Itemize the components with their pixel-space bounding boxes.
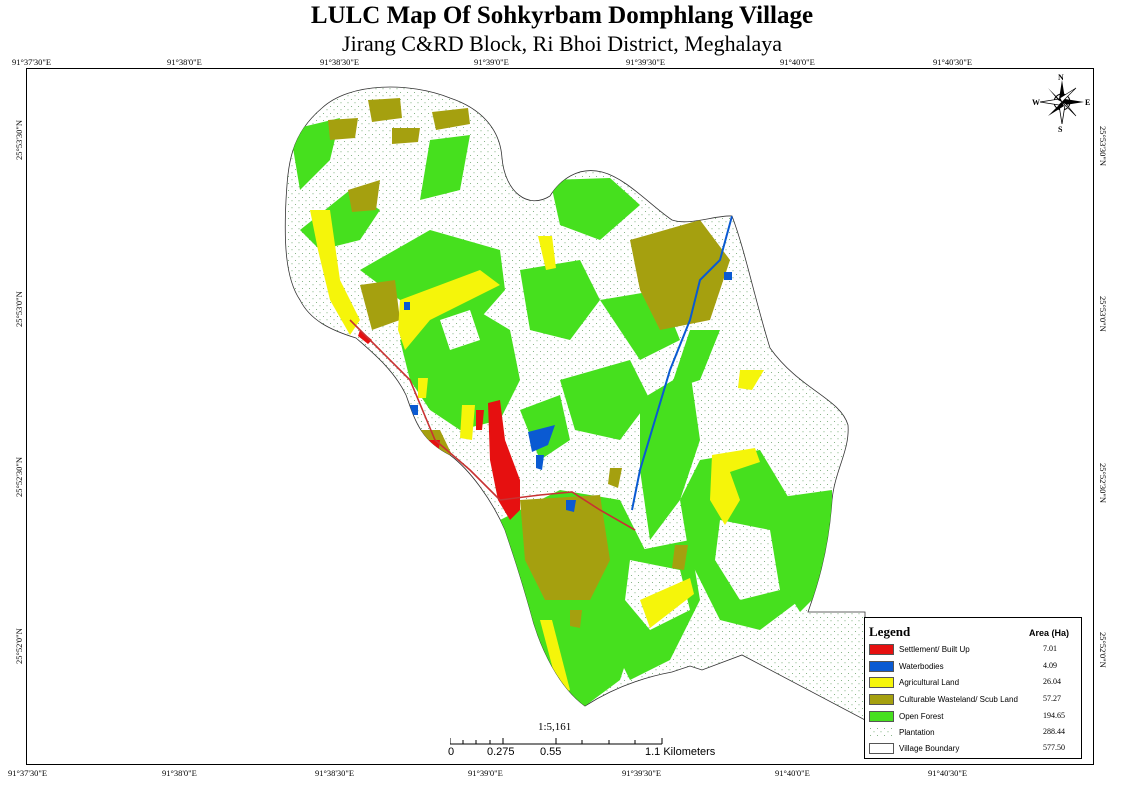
scale-tick-label: 0	[448, 746, 455, 758]
bottom-lon-label: 91°38'30"E	[315, 768, 355, 778]
scale-tick-label: 0.275	[487, 746, 515, 758]
legend-item: Open Forest 194.65	[869, 711, 1079, 723]
legend-item-area: 194.65	[1043, 711, 1065, 720]
compass-n: N	[1058, 73, 1064, 82]
legend-item-area: 7.01	[1043, 644, 1057, 653]
bottom-lon-label: 91°38'0"E	[162, 768, 197, 778]
top-lon-label: 91°40'0"E	[780, 57, 815, 67]
compass-s: S	[1058, 125, 1063, 132]
legend-area-heading: Area (Ha)	[1029, 628, 1070, 638]
legend-item-label: Agricultural Land	[899, 678, 960, 687]
waterbody-areas	[404, 272, 732, 512]
top-lon-label: 91°38'30"E	[320, 57, 360, 67]
scale-ratio: 1:5,161	[538, 721, 572, 733]
map-legend: Legend Area (Ha) Settlement/ Built Up 7.…	[864, 617, 1082, 759]
agricultural-swatch	[869, 677, 894, 688]
waterbodies-swatch	[869, 661, 894, 672]
legend-heading: Legend	[869, 624, 911, 639]
legend-item-area: 577.50	[1043, 743, 1065, 752]
top-lon-label: 91°39'30"E	[626, 57, 666, 67]
top-lon-label: 91°37'30"E	[12, 57, 52, 67]
north-arrow-compass-icon: N S E W	[1032, 73, 1090, 132]
legend-item-area: 288.44	[1043, 727, 1065, 736]
legend-item-label: Waterbodies	[899, 662, 944, 671]
top-lon-label: 91°39'0"E	[474, 57, 509, 67]
scale-tick-label: 0.55	[540, 746, 562, 758]
compass-w: W	[1032, 98, 1040, 107]
map-title: LULC Map Of Sohkyrbam Domphlang Village	[310, 2, 814, 29]
bottom-lon-label: 91°40'0"E	[775, 768, 810, 778]
scale-tick-label: 1.1 Kilometers	[645, 746, 716, 758]
bottom-lon-label: 91°40'30"E	[928, 768, 968, 778]
legend-item-label: Plantation	[899, 728, 935, 737]
legend-item-label: Settlement/ Built Up	[899, 645, 970, 654]
bottom-lon-label: 91°37'30"E	[8, 768, 48, 778]
legend-item-area: 4.09	[1043, 661, 1057, 670]
village-boundary-swatch	[869, 743, 894, 754]
road-line	[349, 319, 636, 531]
map-frame	[26, 68, 1094, 765]
river-line	[631, 215, 733, 511]
scale-bar-graphic	[450, 738, 663, 745]
bottom-lon-label: 91°39'0"E	[468, 768, 503, 778]
scale-bar: 1:5,161 0 0.275 0.55 1.1 Kilometers	[440, 721, 740, 761]
settlement-swatch	[869, 644, 894, 655]
open-forest-swatch	[869, 711, 894, 722]
legend-item: Settlement/ Built Up 7.01	[869, 644, 1079, 656]
legend-item-area: 57.27	[1043, 694, 1061, 703]
legend-item-label: Village Boundary	[899, 744, 960, 753]
bottom-lon-label: 91°39'30"E	[622, 768, 662, 778]
agricultural-land-areas	[310, 210, 764, 696]
map-subtitle: Jirang C&RD Block, Ri Bhoi District, Meg…	[342, 31, 782, 56]
legend-item: Village Boundary 577.50	[869, 743, 1079, 755]
legend-item-label: Open Forest	[899, 712, 944, 721]
top-lon-label: 91°40'30"E	[933, 57, 973, 67]
legend-item: Culturable Wasteland/ Scub Land 57.27	[869, 694, 1079, 706]
legend-item: Agricultural Land 26.04	[869, 677, 1079, 689]
legend-item-area: 26.04	[1043, 677, 1061, 686]
legend-item: Waterbodies 4.09	[869, 661, 1079, 673]
legend-item-label: Culturable Wasteland/ Scub Land	[899, 695, 1018, 704]
legend-item: Plantation 288.44	[869, 727, 1079, 739]
top-lon-label: 91°38'0"E	[167, 57, 202, 67]
culturable-wasteland-areas	[328, 98, 730, 628]
plantation-swatch	[869, 727, 894, 738]
wasteland-swatch	[869, 694, 894, 705]
compass-e: E	[1085, 98, 1090, 107]
